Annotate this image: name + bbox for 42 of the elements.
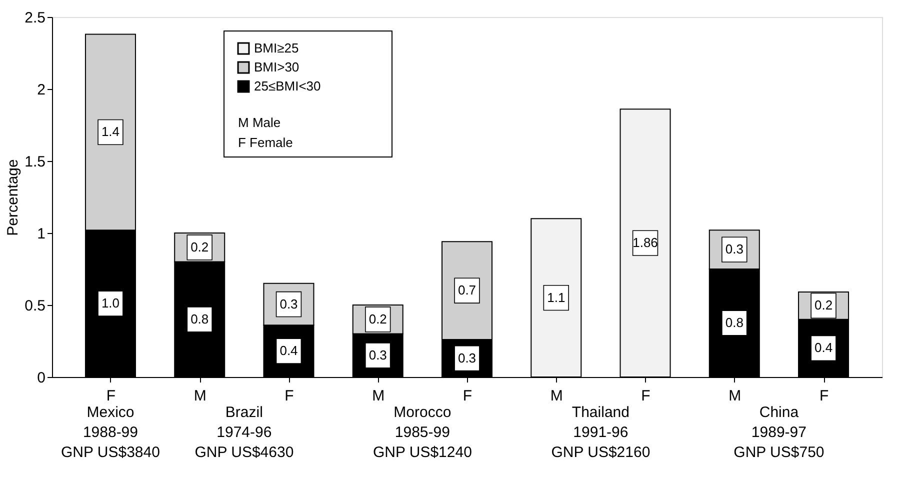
y-tick-label: 1 — [37, 226, 46, 242]
data-label: 0.7 — [458, 282, 476, 298]
data-label: 0.2 — [190, 239, 209, 254]
y-tick-label: 2.5 — [24, 10, 46, 26]
y-tick-label: 1.5 — [24, 154, 46, 170]
text: Thailand 1991-96 GNP US$2160 — [551, 404, 650, 461]
y-tick-label: 0 — [37, 370, 46, 386]
data-label: 1.1 — [547, 290, 566, 305]
data-label: 1.0 — [101, 296, 120, 311]
data-label: 0.2 — [368, 311, 387, 326]
x-tick-label: M — [728, 388, 742, 404]
data-label: 0.8 — [190, 311, 209, 326]
data-label: 0.3 — [280, 296, 298, 312]
x-tick-label: F — [819, 388, 829, 404]
x-tick-label: F — [641, 388, 650, 404]
x-tick-label: M — [550, 388, 563, 404]
annotation: F Female — [238, 135, 293, 150]
data-label: 1.86 — [632, 235, 658, 250]
data-label: 0.2 — [814, 298, 833, 313]
data-label: 0.3 — [725, 242, 744, 257]
data-label: 0.3 — [368, 347, 387, 362]
data-label: 0.4 — [280, 343, 298, 358]
x-tick-label: M — [194, 388, 206, 404]
legend-label: 25≤BMI<30 — [254, 78, 321, 94]
annotation: M Male — [238, 115, 281, 130]
x-tick-label: F — [462, 388, 472, 404]
x-tick-label: M — [372, 388, 385, 404]
x-tick-label: F — [284, 388, 294, 404]
text: Mexico 1988-99 GNP US$3840 — [61, 404, 160, 461]
y-tick-label: 2 — [37, 82, 46, 98]
legend-label: BMI>30 — [254, 60, 300, 74]
data-label: 0.8 — [725, 315, 744, 330]
x-tick-label: F — [106, 388, 116, 404]
data-label: 0.3 — [458, 350, 476, 366]
text: China 1989-97 GNP US$750 — [734, 404, 824, 461]
y-tick-label: 0.5 — [24, 298, 46, 314]
legend-label: BMI≥25 — [254, 40, 299, 56]
text: Morocco 1985-99 GNP US$1240 — [372, 404, 472, 461]
text: Brazil 1974-96 GNP US$4630 — [194, 404, 294, 461]
y-axis-title: Percentage — [4, 159, 22, 236]
data-label: 1.4 — [101, 124, 120, 140]
data-label: 0.4 — [814, 340, 833, 356]
